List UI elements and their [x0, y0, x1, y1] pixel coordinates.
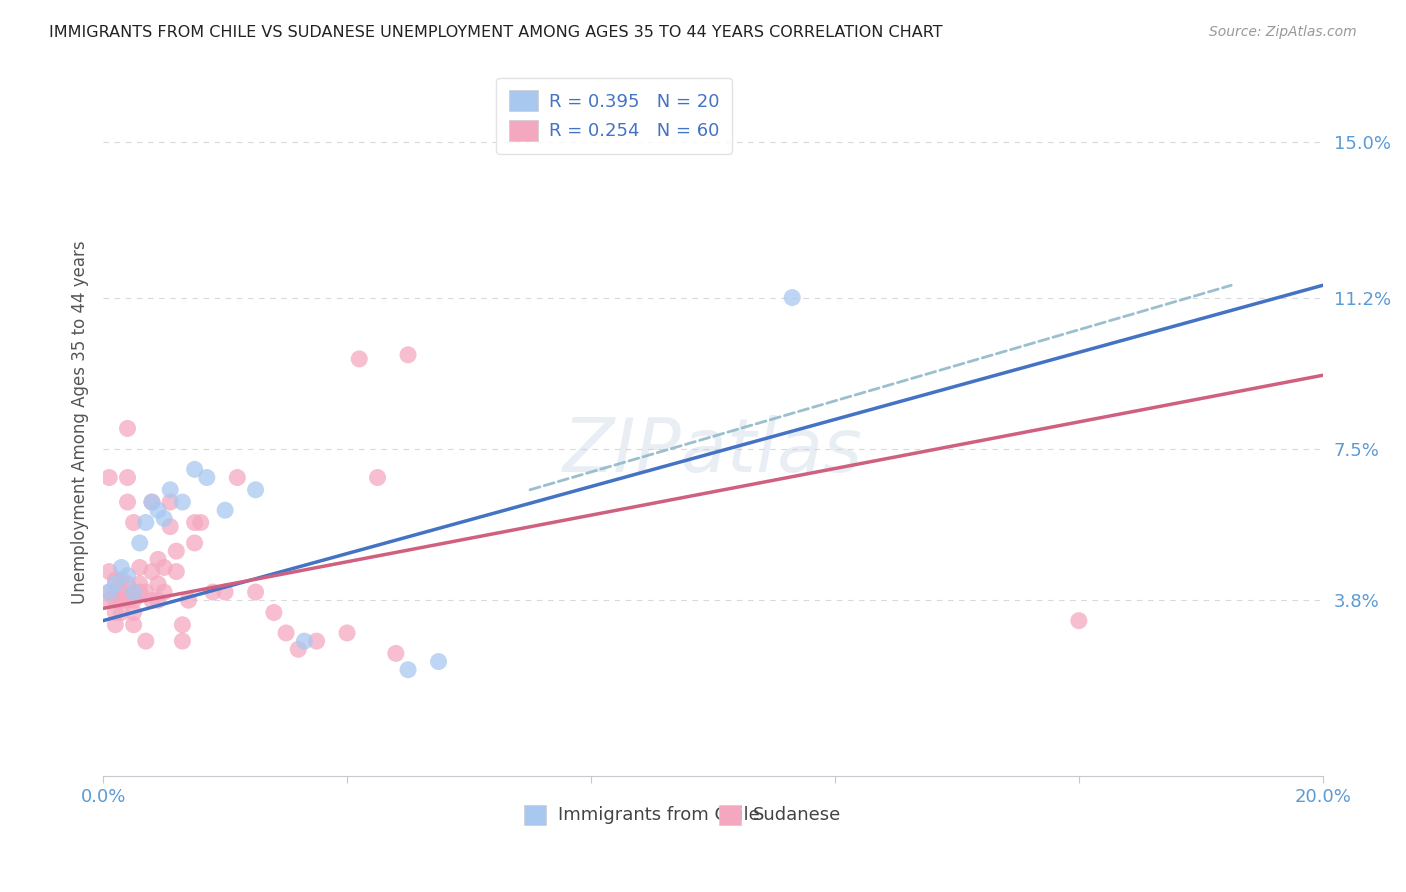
FancyBboxPatch shape	[718, 805, 741, 825]
Point	[336, 626, 359, 640]
Point	[146, 503, 169, 517]
Text: Sudanese: Sudanese	[754, 806, 841, 824]
Point	[427, 655, 450, 669]
Point	[146, 593, 169, 607]
Point	[177, 593, 200, 607]
Point	[122, 606, 145, 620]
Point	[396, 663, 419, 677]
Point	[110, 560, 132, 574]
Point	[165, 544, 187, 558]
Text: IMMIGRANTS FROM CHILE VS SUDANESE UNEMPLOYMENT AMONG AGES 35 TO 44 YEARS CORRELA: IMMIGRANTS FROM CHILE VS SUDANESE UNEMPL…	[49, 25, 943, 40]
Y-axis label: Unemployment Among Ages 35 to 44 years: Unemployment Among Ages 35 to 44 years	[72, 241, 89, 604]
Point	[110, 606, 132, 620]
Point	[98, 470, 121, 484]
Point	[153, 585, 176, 599]
Legend: R = 0.395   N = 20, R = 0.254   N = 60: R = 0.395 N = 20, R = 0.254 N = 60	[496, 78, 733, 153]
Point	[141, 565, 163, 579]
Point	[128, 577, 150, 591]
Point	[117, 470, 139, 484]
Point	[98, 565, 121, 579]
Point	[287, 642, 309, 657]
Point	[135, 634, 157, 648]
Point	[292, 634, 315, 648]
Point	[367, 470, 389, 484]
Text: ZIPatlas: ZIPatlas	[562, 415, 863, 487]
Point	[122, 593, 145, 607]
Point	[263, 606, 285, 620]
Point	[780, 291, 803, 305]
Point	[153, 511, 176, 525]
Point	[159, 519, 181, 533]
Point	[305, 634, 328, 648]
Point	[98, 593, 121, 607]
Point	[117, 593, 139, 607]
Point	[172, 617, 194, 632]
Point	[122, 516, 145, 530]
Point	[135, 516, 157, 530]
Point	[141, 495, 163, 509]
Text: Immigrants from Chile: Immigrants from Chile	[558, 806, 759, 824]
Point	[146, 552, 169, 566]
Point	[110, 573, 132, 587]
Point	[117, 568, 139, 582]
Point	[190, 516, 212, 530]
Point	[245, 483, 267, 497]
Point	[98, 585, 121, 599]
Point	[226, 470, 249, 484]
Point	[396, 348, 419, 362]
Point	[135, 585, 157, 599]
Point	[128, 536, 150, 550]
Point	[122, 585, 145, 599]
Point	[172, 495, 194, 509]
Point	[172, 634, 194, 648]
Point	[153, 560, 176, 574]
Point	[98, 585, 121, 599]
Point	[183, 516, 205, 530]
Point	[117, 421, 139, 435]
Point	[104, 617, 127, 632]
Point	[141, 495, 163, 509]
Point	[274, 626, 297, 640]
Text: Source: ZipAtlas.com: Source: ZipAtlas.com	[1209, 25, 1357, 39]
Point	[104, 606, 127, 620]
Point	[385, 646, 408, 660]
Point	[1067, 614, 1090, 628]
Point	[183, 462, 205, 476]
Point	[159, 495, 181, 509]
Point	[141, 593, 163, 607]
Point	[146, 577, 169, 591]
FancyBboxPatch shape	[524, 805, 546, 825]
Point	[128, 585, 150, 599]
Point	[159, 483, 181, 497]
Point	[214, 503, 236, 517]
Point	[245, 585, 267, 599]
Point	[183, 536, 205, 550]
Point	[201, 585, 224, 599]
Point	[128, 560, 150, 574]
Point	[110, 585, 132, 599]
Point	[165, 565, 187, 579]
Point	[104, 593, 127, 607]
Point	[117, 577, 139, 591]
Point	[214, 585, 236, 599]
Point	[104, 573, 127, 587]
Point	[349, 351, 371, 366]
Point	[104, 577, 127, 591]
Point	[117, 495, 139, 509]
Point	[110, 593, 132, 607]
Point	[122, 585, 145, 599]
Point	[104, 585, 127, 599]
Point	[195, 470, 218, 484]
Point	[122, 617, 145, 632]
